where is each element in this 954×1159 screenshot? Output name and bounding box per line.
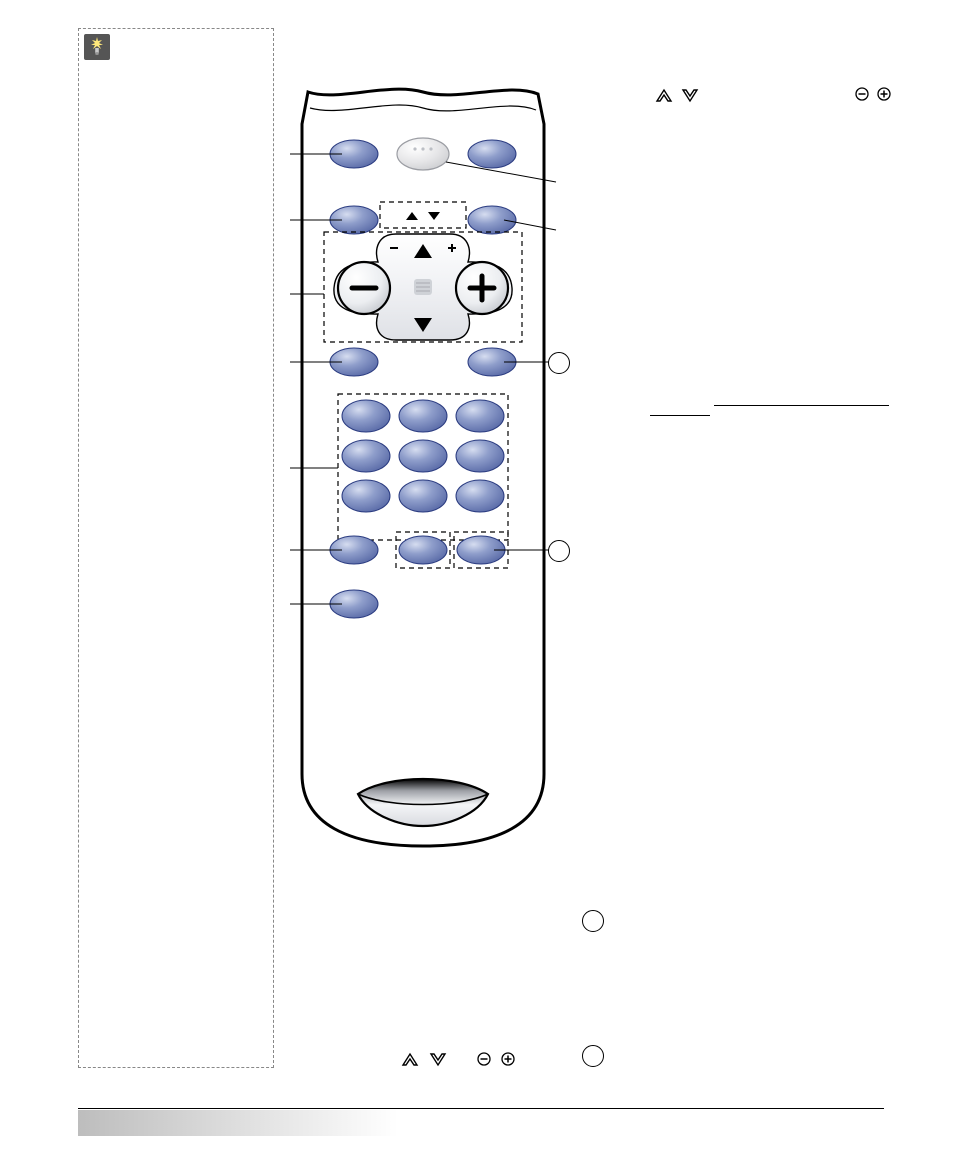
lightbulb-icon [84,34,110,60]
channel-down-icon [680,86,700,104]
bottom-icon-row [400,1050,516,1068]
callout-circle-2 [548,540,570,562]
plus-icon [876,86,892,102]
channel-up-icon [400,1050,420,1068]
remote-control [278,84,568,854]
channel-down-icon [428,1050,448,1068]
footer-divider [78,1108,884,1109]
step-circle-b [582,1045,604,1067]
plus-icon [500,1051,516,1067]
tip-sidebar [78,28,274,1068]
footer-gradient [78,1110,398,1136]
key-4[interactable] [342,440,390,472]
key-8[interactable] [399,480,447,512]
minus-icon [476,1051,492,1067]
row2-right-button[interactable] [468,206,516,234]
key-1[interactable] [342,400,390,432]
tip-icon-box [84,34,110,60]
label-underline-1 [650,415,710,416]
key-0[interactable] [399,536,447,564]
key-2[interactable] [399,400,447,432]
key-9[interactable] [456,480,504,512]
callout-circle-1 [548,352,570,374]
power-button[interactable] [397,138,449,170]
key-6[interactable] [456,440,504,472]
label-underline-2 [714,405,889,406]
key-3[interactable] [456,400,504,432]
channel-up-icon [654,86,674,104]
minus-icon [854,86,870,102]
key-5[interactable] [399,440,447,472]
channel-icons-top [654,86,700,104]
row1-right-button[interactable] [468,140,516,168]
manual-page [0,0,954,1159]
key-7[interactable] [342,480,390,512]
numpad [342,400,504,512]
volume-icons-top [854,86,892,102]
step-circle-a [582,910,604,932]
